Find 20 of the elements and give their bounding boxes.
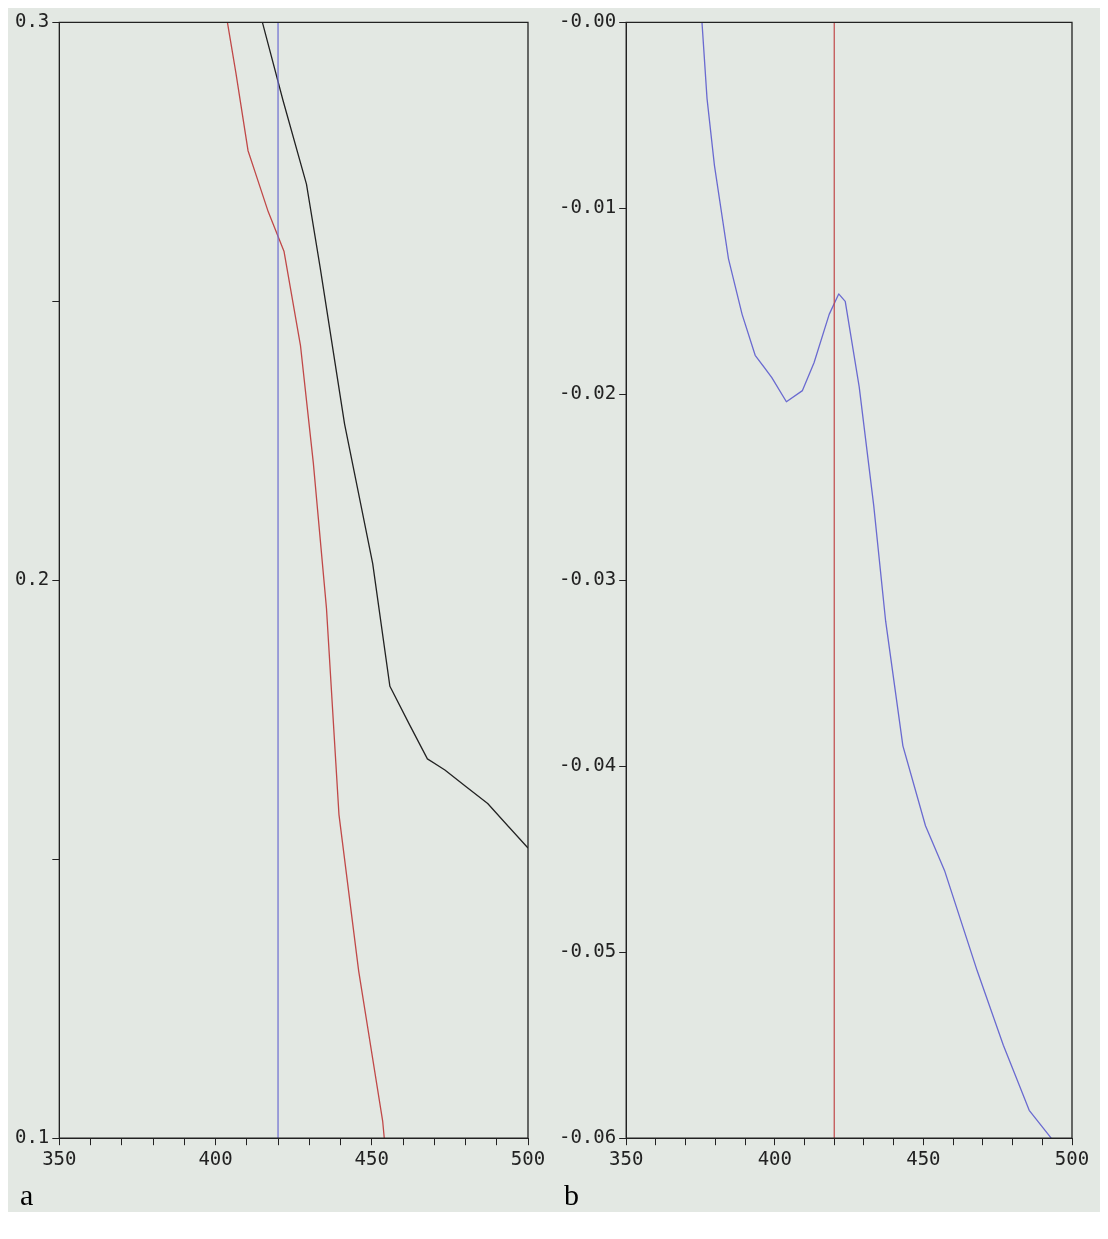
y-tick-label: -0.06 — [558, 1125, 617, 1148]
y-tick-label: -0.00 — [558, 9, 617, 32]
x-tick-label: 500 — [510, 1146, 546, 1169]
y-tick-label: -0.03 — [558, 567, 617, 590]
x-tick-label: 350 — [609, 1146, 644, 1169]
x-tick-label: 350 — [42, 1146, 77, 1169]
x-tick-label: 500 — [1054, 1146, 1090, 1169]
text: b — [563, 1178, 580, 1212]
x-tick-label: 400 — [198, 1146, 233, 1169]
y-tick-label: -0.02 — [558, 381, 617, 404]
y-tick-label: 0.3 — [14, 9, 50, 32]
y-tick-label: 0.1 — [14, 1125, 50, 1148]
x-tick-label: 450 — [354, 1146, 389, 1169]
x-tick-label: 400 — [757, 1146, 792, 1169]
y-tick-label: -0.05 — [558, 939, 617, 962]
y-tick-label: -0.04 — [558, 753, 617, 776]
text: a — [19, 1178, 35, 1212]
y-tick-label: -0.01 — [558, 195, 617, 218]
x-tick-label: 450 — [906, 1146, 941, 1169]
y-tick-label: 0.2 — [14, 567, 50, 590]
